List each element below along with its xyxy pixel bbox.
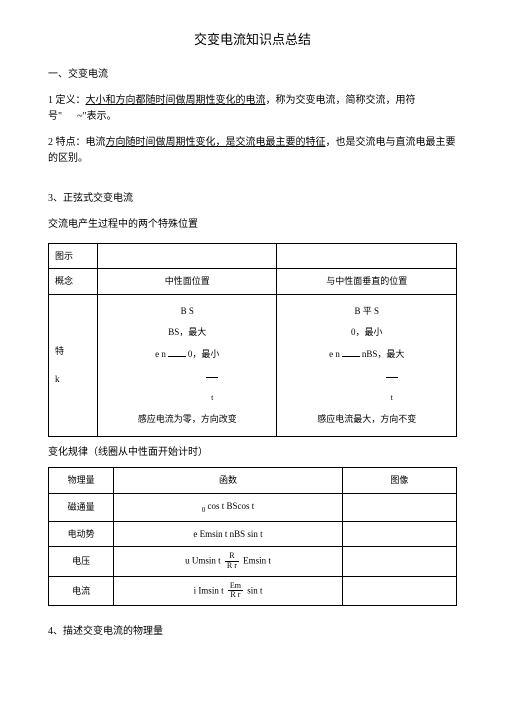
cell-neutral-features: B S BS，最大 e n0，最小 t 感应电流为零，方向改变	[97, 294, 277, 437]
txt: u Umsin t	[185, 555, 221, 565]
txt: 0，最小	[188, 349, 220, 359]
txt: e n	[155, 349, 166, 359]
line-emax: e nnBS，最大 t	[281, 344, 452, 409]
cell-current-func: i Imsin t Em R r sin t	[114, 576, 342, 606]
fraction: R R r	[225, 552, 239, 571]
feat-underlined: 方向随时间做周期性变化，是交流电最主要的特征	[106, 137, 326, 148]
cell-flux-func: 0 cos t BScos t	[114, 493, 342, 521]
page-title: 交变电流知识点总结	[48, 30, 457, 51]
cell-current: 电流	[49, 576, 114, 606]
line-zeromin: 0，最小	[281, 322, 452, 344]
frac-den: R r	[225, 562, 239, 571]
line-current-max: 感应电流最大，方向不变	[281, 409, 452, 431]
cell-voltage: 电压	[49, 546, 114, 576]
blank-icon	[168, 348, 186, 357]
cell-empty	[342, 576, 456, 606]
feat-char-b: k	[55, 374, 60, 384]
feat-prefix: 2 特点：电流	[48, 137, 106, 148]
feat-char-a: 特	[55, 346, 64, 356]
table-row: 电动势 e Emsin t nBS sin t	[49, 521, 457, 546]
table-row: 特 k B S BS，最大 e n0，最小 t 感应电流为零，方向改变 B 平 …	[49, 294, 457, 437]
line-bs: B S	[102, 301, 273, 323]
def-prefix: 1 定义：	[48, 95, 86, 106]
def-underlined: 大小和方向都随时间做周期性变化的电流	[86, 95, 266, 106]
cell-perp-features: B 平 S 0，最小 e nnBS，最大 t 感应电流最大，方向不变	[277, 294, 457, 437]
feature-para: 2 特点：电流方向随时间做周期性变化，是交流电最主要的特征，也是交流电与直流电最…	[48, 135, 457, 167]
cell-diagram-label: 图示	[49, 243, 98, 268]
cell-voltage-func: u Umsin t R R r Emsin t	[114, 546, 342, 576]
variation-note: 变化规律（线圈从中性面开始计时）	[48, 445, 457, 461]
frac-den: R r	[228, 591, 243, 600]
txt: cos t BScos t	[208, 501, 255, 511]
txt: nBS，最大	[362, 349, 405, 359]
line-current-zero: 感应电流为零，方向改变	[102, 409, 273, 431]
cell-emf: 电动势	[49, 521, 114, 546]
txt: e n	[329, 349, 340, 359]
variation-table: 物理量 函数 图像 磁通量 0 cos t BScos t 电动势 e Emsi…	[48, 467, 457, 606]
txt: Emsin t	[243, 555, 271, 565]
cell-concept-label: 概念	[49, 269, 98, 294]
table-row: 电流 i Imsin t Em R r sin t	[49, 576, 457, 606]
cell-empty	[342, 493, 456, 521]
table-row: 电压 u Umsin t R R r Emsin t	[49, 546, 457, 576]
header-graph: 图像	[342, 468, 456, 493]
line-bps: B 平 S	[281, 301, 452, 323]
line-emin: e n0，最小 t	[102, 344, 273, 409]
sub-zero: 0	[202, 505, 206, 513]
table-row: 磁通量 0 cos t BScos t	[49, 493, 457, 521]
line-bsmax: BS，最大	[102, 322, 273, 344]
fraction: Em R r	[228, 582, 243, 601]
table-row: 物理量 函数 图像	[49, 468, 457, 493]
cell-empty	[97, 243, 277, 268]
sin-subheading: 交流电产生过程中的两个特殊位置	[48, 217, 457, 233]
header-qty: 物理量	[49, 468, 114, 493]
txt: i Imsin t	[194, 585, 224, 595]
table-row: 概念 中性面位置 与中性面垂直的位置	[49, 269, 457, 294]
section-4-heading: 4、描述交变电流的物理量	[48, 624, 457, 640]
cell-feature-label: 特 k	[49, 294, 98, 437]
blank-icon	[386, 369, 398, 378]
def-suffix-b: "表示。	[83, 111, 117, 122]
txt: sin t	[247, 585, 262, 595]
positions-table: 图示 概念 中性面位置 与中性面垂直的位置 特 k B S BS，最大 e n 0…	[48, 243, 457, 437]
header-func: 函数	[114, 468, 342, 493]
table-row: 图示	[49, 243, 457, 268]
cell-empty	[277, 243, 457, 268]
sin-heading: 3、正弦式交变电流	[48, 191, 457, 207]
cell-neutral-pos: 中性面位置	[97, 269, 277, 294]
cell-emf-func: e Emsin t nBS sin t	[114, 521, 342, 546]
section-heading: 一、交变电流	[48, 67, 457, 83]
blank-icon	[206, 369, 218, 378]
blank-icon	[342, 348, 360, 357]
cell-empty	[342, 546, 456, 576]
cell-flux: 磁通量	[49, 493, 114, 521]
cell-perp-pos: 与中性面垂直的位置	[277, 269, 457, 294]
cell-empty	[342, 521, 456, 546]
definition-para: 1 定义：大小和方向都随时间做周期性变化的电流，称为交变电流，简称交流，用符号"…	[48, 93, 457, 125]
